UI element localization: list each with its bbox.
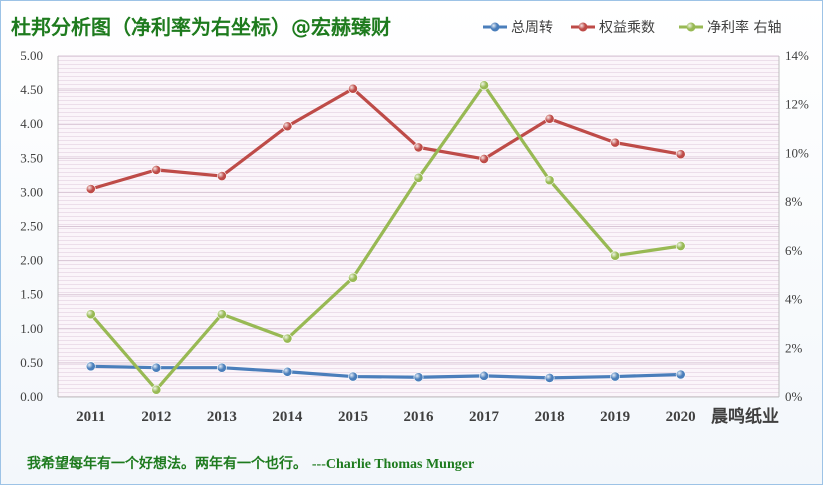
quote-chinese: 我希望每年有一个好想法。两年有一个也行。 (27, 455, 307, 472)
data-point-highlight (676, 241, 686, 251)
data-point-highlight (479, 154, 489, 164)
x-tick-label: 2018 (535, 409, 565, 425)
data-point-highlight (217, 171, 227, 181)
left-tick-label: 2.50 (20, 219, 43, 234)
gridlines (57, 55, 780, 398)
legend-item: 净利率 右轴 (679, 19, 781, 36)
series-line (89, 83, 681, 392)
data-point-highlight (676, 149, 686, 159)
series-line (90, 87, 681, 191)
data-point-highlight (86, 361, 96, 371)
left-tick-label: 3.00 (20, 184, 43, 199)
left-axis-ticks: 0.00 0.50 1.00 1.50 2.00 2.50 3.00 3.50 4.00 4.50… (20, 48, 43, 404)
x-tick-label: 2011 (76, 409, 105, 425)
series-3 (85, 80, 686, 395)
company-annotation: 晨鸣纸业 (711, 406, 779, 427)
x-tick-label: 2019 (600, 409, 630, 425)
series-line (90, 364, 681, 380)
data-point-highlight (348, 84, 358, 94)
data-point-highlight (217, 363, 227, 373)
series-2 (85, 83, 686, 194)
right-axis-ticks: 0% 2% 4% 6% 8% 10% 12% 14% (785, 48, 809, 404)
left-tick-label: 0.50 (20, 355, 43, 370)
left-tick-label: 3.50 (20, 150, 43, 165)
data-point-highlight (676, 369, 686, 380)
data-point-highlight (544, 175, 555, 185)
right-tick-label: 14% (785, 48, 809, 63)
x-tick-label: 2020 (666, 409, 696, 425)
x-tick-label: 2014 (272, 409, 303, 425)
left-tick-label: 0.00 (20, 389, 43, 404)
data-point-highlight (282, 121, 293, 131)
data-point-highlight (151, 165, 161, 175)
legend-label: 总周转 (511, 20, 553, 36)
right-tick-label: 12% (785, 97, 809, 112)
series-1 (85, 361, 686, 383)
data-point-highlight (479, 371, 489, 381)
chart-title: 杜邦分析图（净利率为右坐标）@宏赫臻财 (11, 15, 391, 39)
data-point-highlight (151, 363, 161, 373)
right-tick-label: 6% (785, 243, 803, 258)
legend-swatch-highlight (578, 22, 588, 32)
right-tick-label: 8% (785, 194, 803, 209)
left-tick-label: 4.50 (20, 82, 43, 97)
data-point-highlight (413, 142, 424, 152)
data-point-highlight (282, 333, 293, 344)
x-tick-label: 2012 (141, 409, 171, 425)
x-tick-label: 2015 (338, 409, 368, 425)
munger-quote: 我希望每年有一个好想法。两年有一个也行。 ---Charlie Thomas M… (27, 455, 474, 472)
legend-swatch-highlight (490, 22, 500, 32)
data-point-highlight (86, 309, 96, 319)
legend-label: 权益乘数 (599, 20, 655, 36)
right-tick-label: 10% (785, 145, 809, 160)
data-point-highlight (544, 373, 555, 383)
right-tick-label: 2% (785, 340, 803, 355)
left-tick-label: 1.50 (20, 287, 43, 302)
legend-item: 权益乘数 (571, 20, 655, 36)
data-point-highlight (413, 173, 424, 183)
data-point-highlight (479, 80, 489, 90)
series-lines (85, 80, 686, 395)
x-tick-label: 2016 (404, 409, 435, 425)
data-point-highlight (86, 184, 96, 194)
data-point-highlight (348, 371, 358, 382)
x-tick-label: 2017 (469, 409, 500, 425)
data-point-highlight (413, 372, 424, 382)
left-tick-label: 4.00 (20, 116, 43, 131)
x-axis-ticks: 2011 2012 2013 2014 2015 2016 2017 2018 2019 2020 (76, 409, 696, 425)
data-point-highlight (610, 371, 620, 382)
legend: 总周转 权益乘数 净利率 右轴 (483, 19, 781, 36)
right-tick-label: 4% (785, 292, 803, 307)
x-tick-label: 2013 (207, 409, 237, 425)
left-tick-label: 5.00 (20, 48, 43, 63)
data-point-highlight (151, 385, 161, 395)
legend-label: 净利率 右轴 (707, 19, 781, 36)
data-point-highlight (610, 138, 620, 148)
data-point-highlight (348, 273, 358, 283)
data-point-highlight (544, 114, 555, 124)
data-point-highlight (610, 251, 620, 261)
left-tick-label: 1.00 (20, 321, 43, 336)
left-tick-label: 2.00 (20, 253, 43, 268)
legend-item: 总周转 (483, 20, 553, 36)
data-point-highlight (282, 367, 293, 377)
quote-attribution: ---Charlie Thomas Munger (312, 457, 474, 472)
right-tick-label: 0% (785, 389, 803, 404)
data-point-highlight (217, 309, 227, 319)
legend-swatch-highlight (686, 22, 696, 32)
